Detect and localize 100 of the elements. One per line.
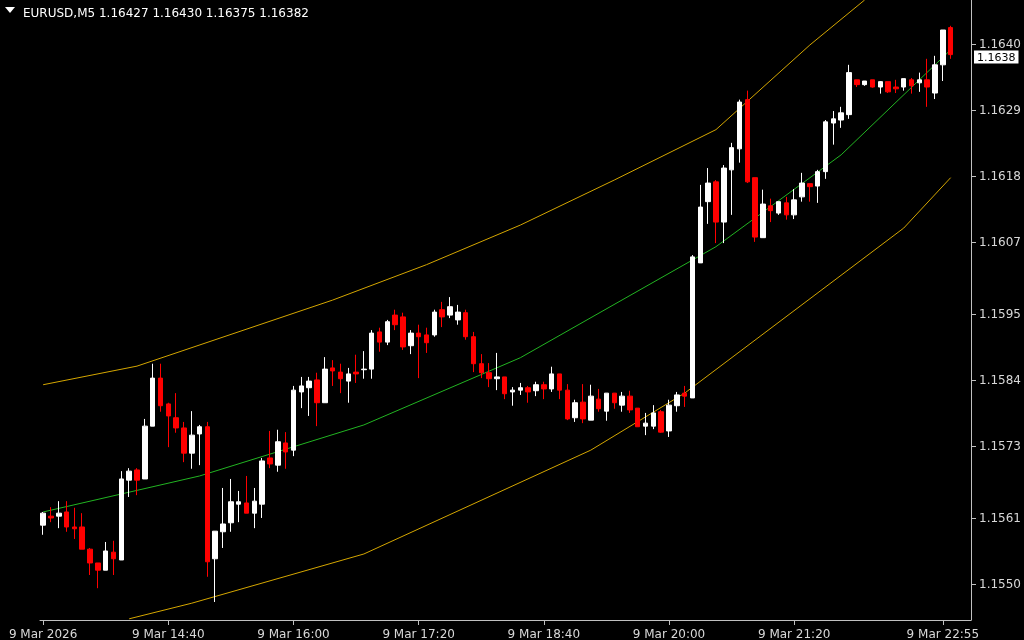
candlestick — [729, 142, 734, 216]
candlestick — [377, 327, 382, 353]
line-series — [128, 177, 952, 620]
x-tick-label: 9 Mar 22:55 — [906, 627, 980, 640]
candlestick — [596, 388, 601, 413]
candlestick — [752, 177, 758, 243]
candlestick — [432, 309, 437, 338]
y-tick-label: 1.1629 — [979, 102, 1022, 117]
candlestick — [784, 196, 789, 221]
candlestick — [901, 78, 906, 92]
candlestick — [103, 541, 108, 571]
y-tick-label: 1.1640 — [979, 36, 1022, 51]
candlestick — [87, 547, 93, 576]
candlestick — [518, 382, 523, 396]
candlestick — [768, 198, 773, 223]
x-tick-label: 9 Mar 17:20 — [382, 627, 455, 640]
candlestick — [56, 500, 62, 529]
candlestick — [173, 392, 179, 434]
candlestick — [400, 312, 406, 351]
candlestick — [424, 327, 429, 354]
candlestick — [627, 390, 633, 414]
candlestick — [189, 410, 195, 470]
candlestick — [267, 430, 273, 469]
candlestick — [259, 457, 265, 519]
candlestick — [799, 172, 805, 203]
candlestick — [314, 372, 320, 427]
candlestick — [541, 381, 547, 400]
candlestick — [705, 167, 711, 225]
candlestick — [181, 421, 187, 463]
candlestick — [604, 392, 609, 422]
candlestick — [651, 404, 656, 430]
candlestick — [134, 467, 140, 496]
candlestick — [166, 402, 171, 448]
candlestick — [72, 507, 77, 540]
candlestick — [713, 179, 719, 244]
candlestick — [494, 352, 500, 391]
candlestick — [737, 99, 742, 164]
candlestick — [158, 363, 163, 413]
candlestick — [244, 475, 249, 514]
candlestick — [885, 81, 891, 94]
x-tick-label: 9 Mar 16:00 — [257, 627, 330, 640]
candlestick — [338, 363, 343, 394]
x-tick-label: 9 Mar 20:00 — [632, 627, 706, 640]
candlestick — [416, 324, 421, 379]
candlestick — [557, 373, 562, 400]
text: EURUSD,M5 1.16427 1.16430 1.16375 1.16382 — [23, 6, 309, 20]
candlestick — [463, 309, 468, 341]
candlestick — [776, 201, 781, 216]
candlestick — [924, 58, 930, 108]
candlestick — [361, 350, 367, 380]
candlestick — [791, 188, 797, 220]
candlestick — [565, 383, 570, 421]
y-tick-label: 1.1573 — [979, 438, 1022, 453]
y-tick-label: 1.1550 — [979, 576, 1022, 591]
candlestick — [306, 376, 312, 417]
candlestick — [635, 407, 640, 428]
candlestick — [369, 329, 374, 380]
candlestick — [525, 385, 531, 404]
candlestick — [95, 562, 101, 589]
candlestick — [549, 366, 554, 393]
candlestick — [658, 409, 664, 434]
candlestick — [408, 329, 414, 355]
candlestick — [48, 506, 54, 523]
candlestick — [220, 487, 226, 549]
candlestick — [252, 487, 257, 529]
candlestick — [385, 319, 390, 346]
candlestick — [392, 309, 398, 331]
candlestick — [940, 29, 946, 82]
candlestick — [870, 79, 875, 89]
candlestick — [862, 80, 867, 87]
candlestick — [283, 431, 288, 470]
x-tick-label: 9 Mar 18:40 — [507, 627, 581, 640]
candlestick — [831, 110, 836, 146]
candlestick — [236, 490, 241, 523]
candlestick — [447, 296, 453, 319]
candlestick — [197, 424, 202, 466]
candlestick — [682, 385, 687, 408]
candlestick — [690, 254, 695, 399]
candlestick — [291, 385, 296, 457]
candlestick — [948, 25, 953, 60]
candlestick — [479, 353, 484, 379]
candlestick — [612, 392, 617, 410]
y-tick-label: 1.1561 — [979, 510, 1022, 525]
x-tick-label: 9 Mar 2026 — [8, 627, 78, 640]
candlestick — [142, 418, 148, 480]
candlestick — [643, 412, 648, 436]
candlestick — [721, 164, 727, 244]
candlestick — [878, 80, 883, 95]
candlestick — [150, 363, 155, 427]
x-tick-label: 9 Mar 14:40 — [132, 627, 205, 640]
candlestick — [455, 304, 461, 326]
y-tick-label: 1.1607 — [979, 234, 1022, 249]
candlestick — [330, 359, 335, 387]
candlestick — [619, 391, 625, 413]
candlestick — [119, 470, 124, 561]
candlestick — [439, 301, 445, 328]
y-tick-label: 1.1584 — [979, 372, 1022, 387]
candlestick — [79, 512, 85, 550]
x-tick-label: 9 Mar 21:20 — [757, 627, 831, 640]
candlestick — [674, 391, 680, 413]
